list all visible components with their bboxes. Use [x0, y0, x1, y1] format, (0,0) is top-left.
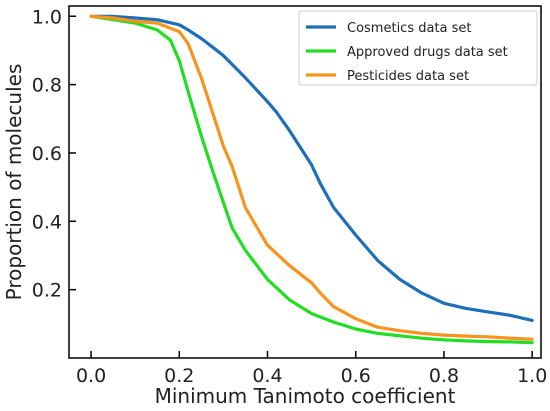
- series-line-0: [89, 14, 534, 322]
- x-tick-label: 0.4: [252, 365, 282, 387]
- legend: Cosmetics data set Approved drugs data se…: [298, 10, 538, 86]
- x-tick-label: 0.2: [164, 365, 194, 387]
- y-tick-label: 0.6: [32, 143, 62, 165]
- x-tick-label: 0.0: [76, 365, 106, 387]
- x-tick-label: 0.6: [341, 365, 371, 387]
- series-layer: [89, 14, 534, 345]
- legend-label-2: Pesticides data set: [347, 69, 469, 84]
- x-tick-label: 1.0: [517, 365, 547, 387]
- y-tick-label: 0.2: [32, 280, 62, 302]
- x-tick-label: 0.8: [429, 365, 459, 387]
- y-axis-label: Proportion of molecules: [2, 64, 26, 301]
- series-line-1: [89, 14, 534, 345]
- y-tick-label: 0.4: [32, 211, 62, 233]
- legend-label-1: Approved drugs data set: [347, 45, 508, 60]
- series-line-2: [89, 14, 534, 341]
- y-tick-label: 1.0: [32, 6, 62, 28]
- y-tick-label: 0.8: [32, 75, 62, 97]
- x-axis-ticks: 0.0 0.2 0.4 0.6 0.8 1.0: [76, 351, 547, 387]
- plot-frame: [68, 5, 542, 359]
- legend-box: [298, 10, 538, 86]
- legend-label-0: Cosmetics data set: [347, 21, 472, 36]
- x-axis-label: Minimum Tanimoto coefficient: [155, 384, 456, 408]
- y-axis-ticks: 0.2 0.4 0.6 0.8 1.0: [32, 6, 76, 302]
